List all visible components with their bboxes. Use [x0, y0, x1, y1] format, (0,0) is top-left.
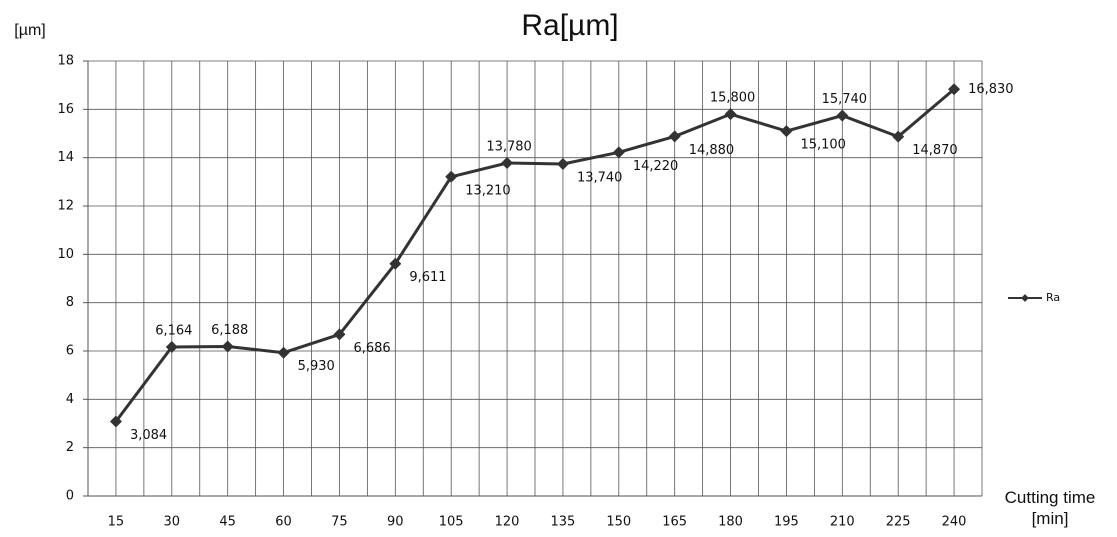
y-axis-label: [µm]: [14, 22, 45, 39]
data-label: 14,220: [633, 159, 679, 174]
x-tick-label: 15: [108, 515, 125, 530]
x-tick-label: 60: [275, 515, 292, 530]
marker: [221, 340, 234, 353]
x-tick-label: 75: [331, 515, 348, 530]
data-label: 14,870: [912, 143, 958, 158]
marker: [892, 130, 905, 143]
y-tick-label: 12: [57, 199, 74, 214]
x-tick-label: 180: [718, 515, 743, 530]
marker: [277, 346, 290, 359]
marker: [501, 156, 514, 169]
marker: [556, 157, 569, 170]
chart-title: Ra[µm]: [521, 9, 618, 42]
marker: [109, 415, 122, 428]
x-tick-label: 225: [886, 515, 911, 530]
x-tick-label: 105: [439, 515, 464, 530]
marker: [668, 130, 681, 143]
marker: [1021, 294, 1029, 302]
data-label: 15,100: [800, 138, 846, 153]
x-tick-label: 135: [551, 515, 576, 530]
data-label: 15,740: [822, 92, 868, 107]
y-tick-label: 2: [66, 440, 74, 455]
data-label: 5,930: [298, 359, 335, 374]
marker: [948, 83, 961, 96]
legend-label: Ra: [1046, 291, 1060, 304]
y-tick-label: 4: [66, 392, 74, 407]
x-tick-label: 120: [495, 515, 520, 530]
y-tick-label: 18: [57, 54, 74, 69]
data-label: 16,830: [968, 82, 1014, 97]
data-label: 13,210: [465, 183, 511, 198]
marker: [333, 328, 346, 341]
marker: [780, 125, 793, 138]
y-tick-label: 6: [66, 344, 74, 359]
y-tick-label: 10: [57, 247, 74, 262]
x-tick-label: 210: [830, 515, 855, 530]
x-tick-label: 165: [662, 515, 687, 530]
marker: [165, 341, 178, 354]
marker: [612, 146, 625, 159]
data-label: 6,188: [211, 323, 248, 338]
x-axis-label: Cutting time [min]: [1004, 488, 1096, 528]
data-line: [114, 88, 956, 423]
marker: [836, 109, 849, 122]
data-label: 13,740: [577, 170, 623, 185]
data-label: 13,780: [486, 139, 532, 154]
y-tick-label: 16: [57, 102, 74, 117]
data-label: 14,880: [689, 143, 735, 158]
data-label: 6,686: [353, 341, 390, 356]
marker: [389, 257, 402, 270]
data-label: 6,164: [155, 324, 192, 339]
data-label: 9,611: [409, 270, 446, 285]
data-label: 3,084: [130, 428, 167, 443]
x-tick-label: 150: [606, 515, 631, 530]
x-tick-label: 195: [774, 515, 799, 530]
y-tick-label: 14: [57, 150, 74, 165]
data-label: 15,800: [710, 91, 756, 106]
x-tick-label: 240: [942, 515, 967, 530]
y-tick-label: 8: [66, 295, 74, 310]
y-tick-label: 0: [66, 489, 74, 504]
x-tick-label: 30: [164, 515, 181, 530]
x-tick-label: 90: [387, 515, 404, 530]
marker: [445, 170, 458, 183]
marker: [724, 108, 737, 121]
x-tick-label: 45: [219, 515, 236, 530]
